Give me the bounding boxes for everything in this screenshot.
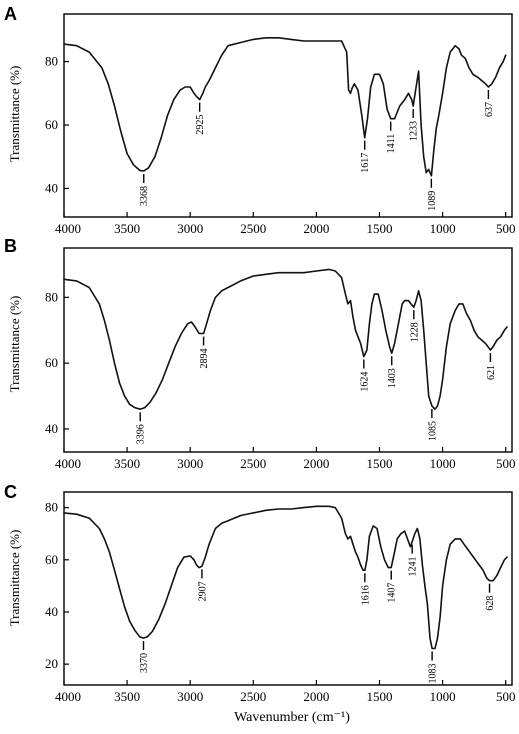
panel-b-peak-label: 1403 <box>387 368 398 388</box>
panel-c-x-tick-label: 1500 <box>366 689 392 704</box>
panel-b-x-tick-label: 2000 <box>303 456 329 471</box>
panel-c-peak-label: 1616 <box>360 585 371 605</box>
panel-b-plot: 4000 3500 3000 2500 2000 1500 1000 500 40 60 80 339… <box>45 247 516 471</box>
panel-c-y-axis-label: Transmittance (%) <box>7 530 22 627</box>
panel-c-y-tick-label: 60 <box>45 552 58 567</box>
panel-a-y-tick-label: 80 <box>45 54 58 69</box>
panel-b-x-tick-label: 500 <box>496 456 516 471</box>
panel-c-x-tick-label: 1000 <box>430 689 456 704</box>
panel-b-x-tick-label: 4000 <box>55 456 81 471</box>
panel-a-x-tick-label: 3500 <box>114 221 140 236</box>
panel-b: B Transmittance (%) 4000 3500 3000 2500 2000… <box>4 236 515 471</box>
panel-a-peak-label: 637 <box>484 102 495 117</box>
panel-c-peak-label: 2907 <box>197 581 208 601</box>
panel-b-y-axis-label: Transmittance (%) <box>7 296 22 393</box>
panel-b-peak-label: 2894 <box>199 349 210 369</box>
panel-a-y-tick-label: 40 <box>45 180 58 195</box>
panel-b-peak-label: 1228 <box>409 322 420 342</box>
panel-c-peak-label: 1083 <box>428 663 439 683</box>
panel-b-x-tick-label: 1000 <box>430 456 456 471</box>
panel-c-spectrum-line <box>63 505 508 650</box>
panel-c-peak-label: 1407 <box>387 583 398 603</box>
panel-a-letter: A <box>4 4 17 24</box>
panel-c-letter: C <box>4 482 17 502</box>
panel-b-peak-label: 3396 <box>136 424 147 444</box>
panel-b-y-tick-label: 60 <box>45 355 58 370</box>
panel-b-peak-label: 1085 <box>427 421 438 441</box>
panel-a-peak-label: 2925 <box>195 115 206 135</box>
panel-b-peak-label: 621 <box>486 365 497 380</box>
panel-c-frame <box>63 491 513 686</box>
panel-a-y-axis-label: Transmittance (%) <box>7 66 22 163</box>
panel-b-x-tick-label: 3000 <box>177 456 203 471</box>
panel-c-x-tick-label: 3000 <box>177 689 203 704</box>
panel-a-x-tick-label: 4000 <box>55 221 81 236</box>
panel-b-frame <box>63 247 513 453</box>
panel-a-spectrum-line <box>63 37 507 177</box>
panel-c-x-tick-label: 2000 <box>303 689 329 704</box>
panel-c-peak-label: 3370 <box>139 653 150 673</box>
panel-a: A Transmittance (%) 4000 3500 3000 2500 2000… <box>4 4 515 236</box>
panel-c-y-tick-label: 40 <box>45 604 58 619</box>
panel-c-y-tick-label: 20 <box>45 656 58 671</box>
panel-b-y-tick-label: 80 <box>45 289 58 304</box>
panel-a-peak-label: 1617 <box>360 153 371 173</box>
panel-c: C Transmittance (%) 4000 3500 3000 2500 2000… <box>4 482 515 704</box>
panel-a-peak-label: 1089 <box>427 191 438 211</box>
panel-c-x-tick-label: 500 <box>496 689 516 704</box>
panel-c-x-tick-label: 3500 <box>114 689 140 704</box>
panel-a-peak-label: 1411 <box>386 134 397 154</box>
panel-c-x-tick-label: 2500 <box>240 689 266 704</box>
panel-b-spectrum-line <box>63 268 508 410</box>
panel-b-x-tick-label: 3500 <box>114 456 140 471</box>
panel-c-peak-label: 1241 <box>408 557 419 577</box>
panel-c-plot: 4000 3500 3000 2500 2000 1500 1000 500 20 40 60 80 3… <box>45 491 516 704</box>
panel-a-x-tick-label: 3000 <box>177 221 203 236</box>
panel-a-x-tick-label: 1000 <box>430 221 456 236</box>
panel-b-x-tick-label: 2500 <box>240 456 266 471</box>
panel-a-peak-label: 1233 <box>409 121 420 141</box>
panel-b-y-tick-label: 40 <box>45 421 58 436</box>
panel-b-x-tick-label: 1500 <box>366 456 392 471</box>
panel-a-x-tick-label: 500 <box>496 221 516 236</box>
panel-a-x-tick-label: 1500 <box>366 221 392 236</box>
panel-c-y-tick-label: 80 <box>45 500 58 515</box>
panel-a-x-tick-label: 2500 <box>240 221 266 236</box>
panel-b-peak-label: 1624 <box>359 372 370 392</box>
panel-a-peak-label: 3368 <box>139 186 150 206</box>
x-axis-label: Wavenumber (cm⁻¹) <box>234 710 350 725</box>
panel-a-x-tick-label: 2000 <box>303 221 329 236</box>
panel-c-peak-label: 628 <box>485 596 496 611</box>
panel-a-y-tick-label: 60 <box>45 117 58 132</box>
panel-a-frame <box>63 13 513 218</box>
panel-a-plot: 4000 3500 3000 2500 2000 1500 1000 500 40 60 80 336… <box>45 13 516 236</box>
panel-c-x-tick-label: 4000 <box>55 689 81 704</box>
panel-b-letter: B <box>4 236 17 256</box>
